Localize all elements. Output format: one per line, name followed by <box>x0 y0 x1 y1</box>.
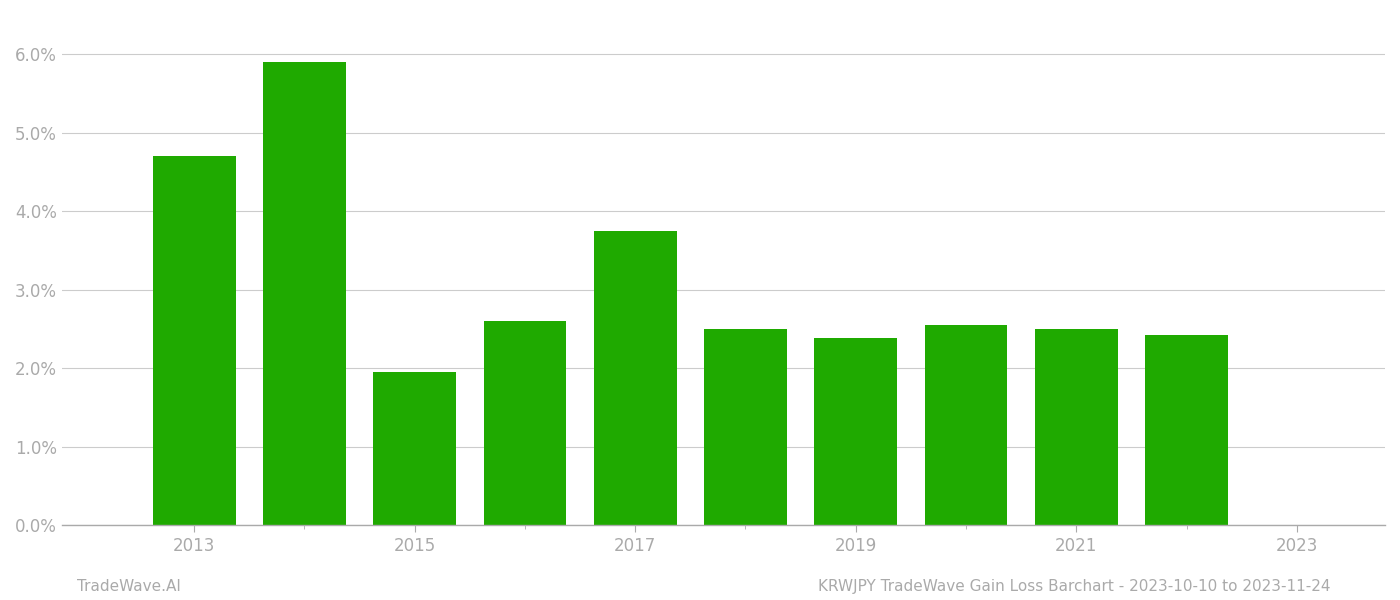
Bar <box>483 321 567 525</box>
Bar <box>153 156 235 525</box>
Bar <box>1035 329 1117 525</box>
Bar <box>815 338 897 525</box>
Bar <box>594 231 676 525</box>
Text: TradeWave.AI: TradeWave.AI <box>77 579 181 594</box>
Bar <box>263 62 346 525</box>
Bar <box>374 372 456 525</box>
Bar <box>924 325 1008 525</box>
Bar <box>1145 335 1228 525</box>
Bar <box>704 329 787 525</box>
Text: KRWJPY TradeWave Gain Loss Barchart - 2023-10-10 to 2023-11-24: KRWJPY TradeWave Gain Loss Barchart - 20… <box>818 579 1330 594</box>
